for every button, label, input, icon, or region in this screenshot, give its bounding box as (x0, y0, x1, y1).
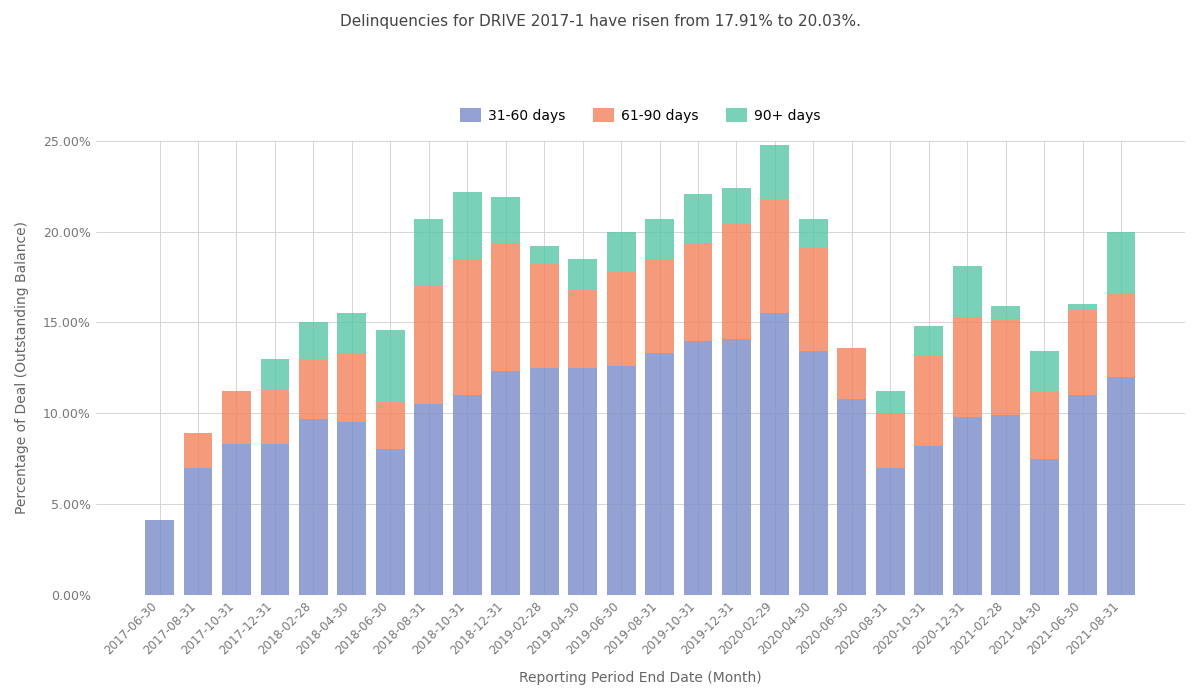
Bar (569, 259, 598, 290)
Bar (414, 219, 443, 286)
Bar (799, 219, 828, 248)
Bar (414, 404, 443, 594)
Bar (1030, 351, 1058, 391)
Bar (838, 398, 866, 594)
Bar (761, 145, 790, 199)
Bar (684, 194, 713, 244)
Bar (876, 391, 905, 413)
Bar (914, 326, 943, 355)
Bar (876, 413, 905, 468)
Bar (607, 272, 636, 366)
Bar (569, 368, 598, 594)
Bar (953, 317, 982, 416)
Bar (376, 449, 404, 594)
Bar (1106, 293, 1135, 377)
Legend: 31-60 days, 61-90 days, 90+ days: 31-60 days, 61-90 days, 90+ days (455, 102, 826, 129)
Bar (646, 259, 674, 354)
Bar (914, 355, 943, 446)
Bar (607, 232, 636, 272)
Bar (991, 306, 1020, 318)
Bar (299, 358, 328, 419)
Bar (414, 286, 443, 404)
Bar (799, 248, 828, 351)
Bar (991, 415, 1020, 594)
Bar (722, 188, 751, 225)
Bar (722, 339, 751, 594)
Bar (337, 422, 366, 594)
Bar (1106, 377, 1135, 594)
Bar (491, 243, 520, 372)
Bar (991, 318, 1020, 415)
Y-axis label: Percentage of Deal (Outstanding Balance): Percentage of Deal (Outstanding Balance) (16, 221, 29, 514)
Bar (376, 402, 404, 449)
Bar (607, 366, 636, 594)
Bar (299, 419, 328, 594)
Bar (337, 314, 366, 354)
Bar (529, 246, 558, 265)
Bar (799, 351, 828, 594)
Bar (722, 225, 751, 339)
Bar (646, 219, 674, 259)
Bar (1030, 458, 1058, 594)
Bar (222, 444, 251, 594)
Bar (1106, 232, 1135, 293)
Bar (761, 314, 790, 594)
Bar (260, 444, 289, 594)
Text: Delinquencies for DRIVE 2017-1 have risen from 17.91% to 20.03%.: Delinquencies for DRIVE 2017-1 have rise… (340, 14, 860, 29)
X-axis label: Reporting Period End Date (Month): Reporting Period End Date (Month) (520, 671, 762, 685)
Bar (1068, 304, 1097, 309)
Bar (953, 416, 982, 594)
Bar (452, 395, 481, 594)
Bar (761, 199, 790, 314)
Bar (684, 244, 713, 341)
Bar (569, 290, 598, 368)
Bar (876, 468, 905, 594)
Bar (337, 354, 366, 422)
Bar (1068, 309, 1097, 395)
Bar (299, 323, 328, 358)
Bar (838, 348, 866, 398)
Bar (953, 266, 982, 317)
Bar (452, 259, 481, 395)
Bar (529, 265, 558, 368)
Bar (491, 197, 520, 243)
Bar (260, 390, 289, 444)
Bar (260, 358, 289, 390)
Bar (684, 341, 713, 594)
Bar (184, 433, 212, 468)
Bar (1068, 395, 1097, 594)
Bar (145, 520, 174, 594)
Bar (491, 372, 520, 594)
Bar (529, 368, 558, 594)
Bar (1030, 391, 1058, 458)
Bar (184, 468, 212, 594)
Bar (222, 391, 251, 444)
Bar (452, 192, 481, 259)
Bar (376, 330, 404, 402)
Bar (914, 446, 943, 594)
Bar (646, 354, 674, 594)
